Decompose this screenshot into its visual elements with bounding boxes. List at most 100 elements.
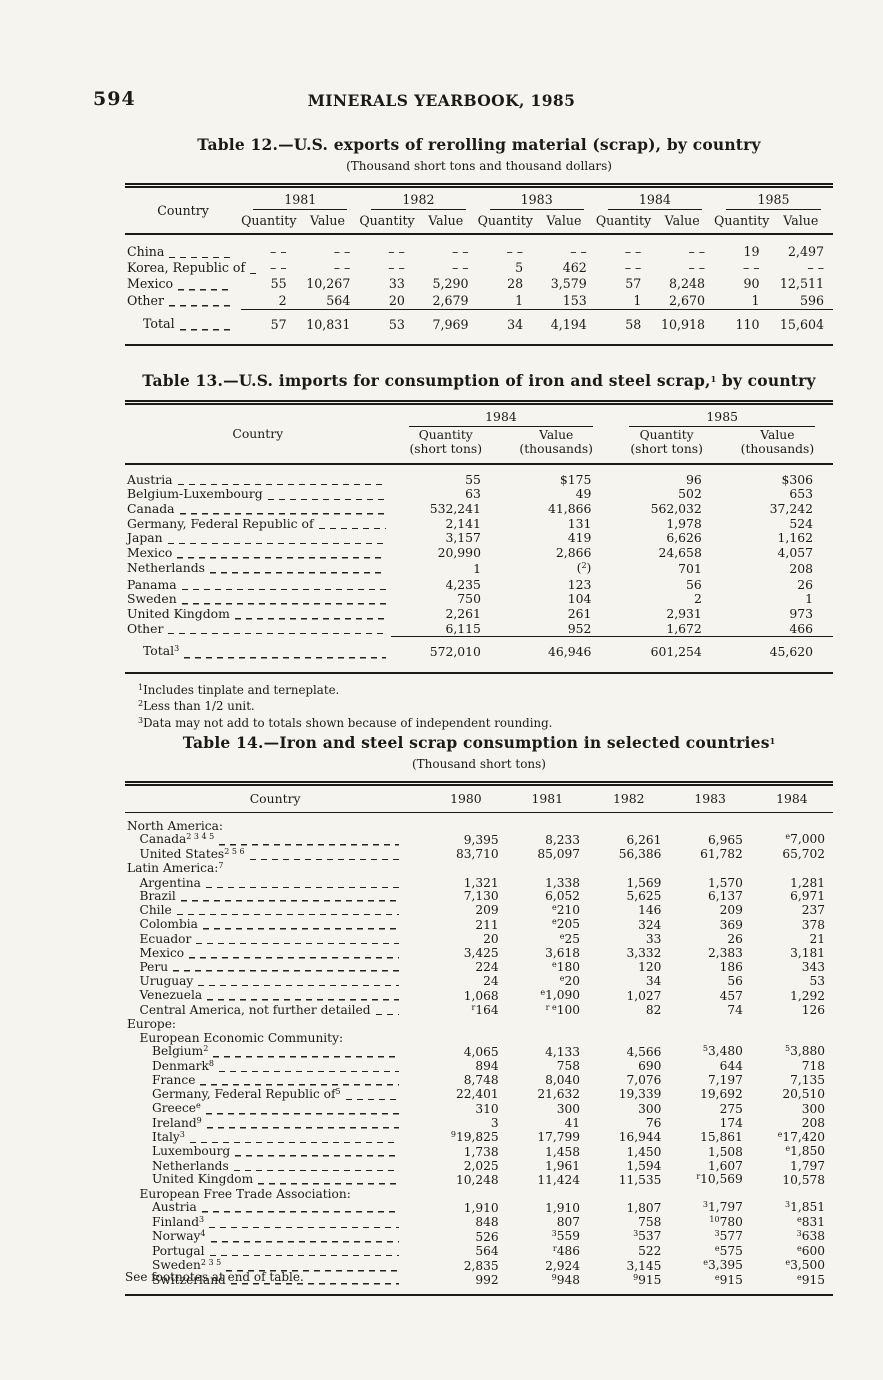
value-cell: e915	[797, 1272, 825, 1287]
value-cell: 1	[805, 591, 813, 607]
value-cell: 894	[475, 1059, 499, 1074]
value-cell: 126	[801, 1003, 825, 1018]
table13-title: Table 13.—U.S. imports for consumption o…	[142, 371, 816, 390]
value-cell: 3,425	[463, 946, 499, 961]
country-label: Austria	[127, 471, 173, 487]
value-cell: 83,710	[455, 847, 499, 862]
footnote-marker: 2	[581, 560, 587, 570]
value-cell: 6,971	[790, 889, 825, 904]
footnote-marker: e	[540, 988, 546, 998]
footnote-marker: 9	[633, 1272, 639, 1282]
table14: Country 1980 1981 1982 1983 1984 North A…	[125, 781, 833, 1296]
value-cell: 2,670	[668, 292, 706, 308]
leader-dashes	[318, 524, 386, 530]
value-cell: 33	[388, 276, 405, 292]
footnote-marker: 8	[208, 1058, 214, 1068]
value-cell: 53	[809, 974, 825, 989]
leader-dashes	[177, 553, 386, 559]
value-cell: 20	[483, 932, 499, 947]
leader-dashes	[210, 568, 386, 574]
country-cell: Sweden	[125, 592, 391, 607]
column-header-quantity: Quantity	[241, 210, 296, 235]
country-label: Austria	[152, 1200, 197, 1215]
footnote-marker: 3	[714, 1229, 720, 1239]
country-cell: Central America, not further detailed	[125, 1003, 425, 1017]
footnote-marker: 5	[335, 1086, 341, 1096]
value-cell: 466	[789, 620, 813, 636]
value-cell: 6,965	[707, 832, 743, 847]
value-cell: – –	[742, 260, 760, 276]
measure-line2: (short tons)	[409, 441, 482, 456]
country-cell: European Free Trade Association:	[125, 1187, 425, 1201]
total-value-cell: 46,946	[500, 636, 612, 673]
footnote-marker: 3	[702, 1200, 708, 1210]
footnote-marker: 5	[702, 1044, 708, 1054]
value-cell: 26	[797, 576, 813, 592]
measure-line2: (thousands)	[740, 441, 815, 456]
total-value-cell: 45,620	[721, 636, 833, 673]
value-cell: $175	[559, 471, 592, 487]
value-cell: e3,500	[785, 1258, 825, 1273]
country-label: Norway4	[152, 1229, 206, 1244]
value-cell: 208	[789, 560, 813, 576]
table-row: China – – – – – – – – – – – – – – – – 19 2,497	[125, 234, 833, 260]
value-cell: 1,027	[626, 988, 662, 1003]
table-row: Mexico 55 10,267 33 5,290 28 3,579 57 8,248 90 12,…	[125, 276, 833, 292]
country-cell: Greecee	[125, 1101, 425, 1116]
total-row: Total 57 10,831 53 7,969 34 4,194 58 10,918 110 15…	[125, 308, 833, 346]
value-cell: 186	[719, 960, 743, 975]
table12-head: Country 1981 1982 1983 1984 1985 Quantit…	[125, 185, 833, 235]
value-cell: 644	[719, 1059, 743, 1074]
page-number: 594	[93, 88, 136, 110]
value-cell: 31,797	[702, 1200, 743, 1215]
value-cell: 275	[719, 1101, 743, 1116]
table-row: Other 2 564 20 2,679 1 153 1 2,670 1 596	[125, 293, 833, 310]
leader-dashes	[198, 981, 400, 987]
value-cell: 973	[789, 605, 813, 621]
value-cell: 300	[556, 1101, 581, 1116]
value-cell: 2,383	[707, 946, 743, 961]
value-cell: 57	[625, 276, 642, 292]
value-cell: 28	[507, 276, 524, 292]
table-row: Venezuela 1,068 e1,090 1,027 457 1,292	[125, 988, 833, 1003]
value-cell: 8,748	[463, 1073, 499, 1088]
table-row: Norway4 526 3559 3537 3577 3638	[125, 1229, 833, 1244]
value-cell: 1,797	[790, 1158, 825, 1173]
value-cell: 53,880	[785, 1044, 825, 1059]
country-label: Belgium2	[152, 1044, 209, 1059]
country-cell: Mexico	[125, 946, 425, 960]
page-header-title: MINERALS YEARBOOK, 1985	[307, 91, 576, 110]
table-row: Ecuador 20 e25 33 26 21	[125, 932, 833, 947]
total-value-cell: 53	[359, 308, 414, 346]
country-label: Netherlands	[127, 559, 206, 575]
column-header-quantity: Quantity (short tons)	[390, 427, 501, 465]
leader-dashes	[179, 509, 386, 515]
country-cell: Mexico	[125, 276, 241, 292]
leader-dashes	[167, 539, 386, 545]
value-cell: 90	[743, 276, 760, 292]
value-cell: r e100	[545, 1002, 581, 1017]
table-row: Italy3 919,825 17,799 16,944 15,861 e17,420	[125, 1129, 833, 1145]
table-row: Austria 55 $175 96 $306	[125, 464, 833, 488]
value-cell: 20,510	[782, 1087, 825, 1102]
value-cell: 96	[686, 471, 702, 487]
section-row: Latin America:7	[125, 861, 833, 876]
country-cell: United Kingdom	[125, 1172, 425, 1186]
country-label: Mexico	[127, 276, 174, 292]
value-cell: 992	[475, 1273, 499, 1287]
value-cell: $306	[781, 471, 813, 487]
country-label: Germany, Federal Republic of5	[152, 1086, 341, 1101]
country-label: Uruguay	[139, 973, 194, 988]
value-cell: e17,420	[777, 1129, 825, 1144]
column-header-year: 1980	[425, 783, 507, 813]
value-cell: 462	[562, 260, 587, 276]
table13: Country 1984 1985 Quantity (short tons) …	[125, 400, 833, 674]
leader-dashes	[226, 1266, 400, 1272]
column-header-quantity: Quantity	[477, 210, 533, 235]
table-row: Argentina 1,321 1,338 1,569 1,570 1,281	[125, 876, 833, 890]
country-label: United States2 5 6	[139, 846, 245, 861]
table-row: United States2 5 6 83,710 85,097 56,386 61,7…	[125, 846, 833, 862]
header-row-measures: Quantity (short tons) Value (thousands) …	[125, 427, 833, 465]
value-cell: e1,850	[785, 1144, 825, 1159]
table-row: Korea, Republic of – – – – – – – – 5 462 – – – –…	[125, 260, 833, 276]
